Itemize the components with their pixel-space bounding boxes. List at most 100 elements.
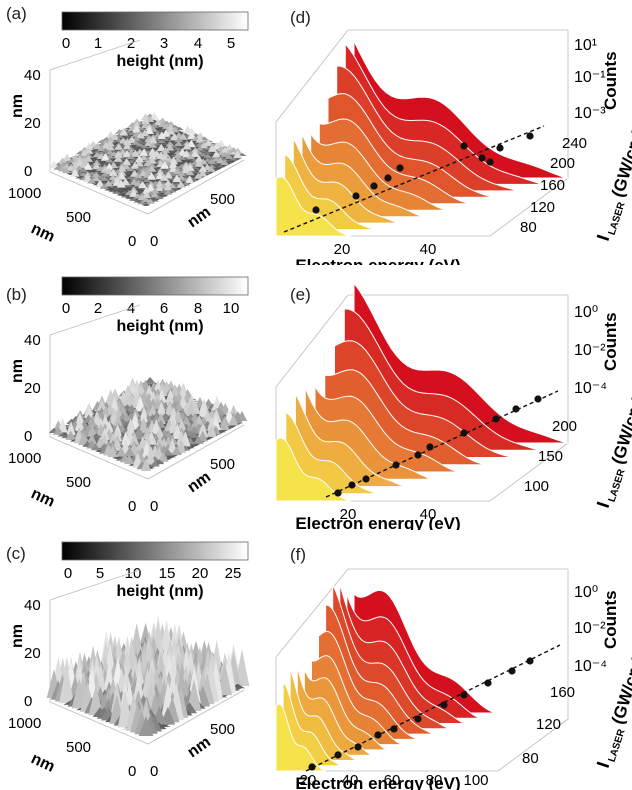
- axes-box: [49, 569, 245, 745]
- surface-spike: [124, 197, 134, 200]
- surface-spike: [148, 136, 158, 144]
- energy-axis-label: Electron energy (eV): [295, 514, 460, 530]
- counts-tick: 10⁻⁴: [574, 658, 607, 675]
- surface-spike: [99, 176, 110, 181]
- x-tick: 0: [128, 763, 136, 780]
- surface-spike: [186, 678, 202, 711]
- surface-spike: [163, 189, 173, 195]
- intensity-tick: 160: [550, 684, 575, 701]
- surface-spike: [189, 426, 200, 434]
- surface-spike: [113, 154, 123, 162]
- surface-spike: [126, 147, 137, 152]
- surface-spike: [77, 432, 89, 446]
- surface-spike: [131, 147, 141, 149]
- surface-spike: [122, 138, 133, 146]
- cutoff-marker: [374, 731, 382, 739]
- cutoff-marker: [534, 395, 542, 403]
- surface-spike: [144, 376, 156, 383]
- intensity-label: I: [593, 499, 614, 510]
- cutoff-marker: [486, 158, 494, 166]
- surface-spike: [129, 176, 140, 181]
- surface-spike: [70, 168, 80, 177]
- surface-spike: [84, 142, 94, 150]
- panel-label: (d): [290, 8, 311, 27]
- surface-spike: [220, 146, 230, 154]
- cutoff-marker: [352, 192, 360, 200]
- surface-spike: [169, 132, 180, 141]
- cutoff-marker: [496, 144, 504, 152]
- cutoff-marker: [312, 206, 320, 214]
- cutoff-marker: [348, 481, 356, 489]
- surface-spike: [122, 149, 132, 158]
- surface-spike: [190, 149, 200, 157]
- colorbar-ticks: 0 1 2 3 4 5: [62, 35, 235, 52]
- cutoff-marker: [440, 701, 448, 709]
- surface-spike: [173, 152, 183, 159]
- intensity-tick: 150: [538, 448, 563, 465]
- surface-spike: [187, 127, 197, 136]
- energy-tick: 40: [420, 241, 437, 258]
- surface-spike: [188, 445, 200, 446]
- intensity-sub: LASER: [607, 467, 628, 503]
- surface-spike: [146, 183, 156, 192]
- surface-spike: [144, 139, 154, 146]
- surface-spike: [166, 456, 178, 458]
- cutoff-line: [305, 644, 561, 772]
- x-axis-label: nm: [28, 750, 57, 776]
- cutoff-marker: [484, 679, 492, 687]
- surface-spike: [168, 156, 179, 165]
- z-tick: 20: [24, 645, 41, 662]
- surface-spike: [104, 158, 115, 163]
- surface-spike: [206, 423, 217, 437]
- surface-spike: [86, 432, 98, 445]
- panel-label: (b): [6, 285, 27, 304]
- surface-spike: [156, 143, 166, 152]
- cutoff-marker: [370, 182, 378, 190]
- spectrum-curve: [285, 411, 379, 495]
- surface-spike: [156, 139, 167, 144]
- surface-spike: [163, 183, 173, 191]
- surface-spike: [130, 161, 140, 169]
- energy-axis-label: Electron energy (eV): [295, 256, 460, 265]
- surface-spike: [176, 180, 186, 188]
- cutoff-marker: [308, 763, 316, 771]
- surface-spike: [129, 186, 139, 193]
- surface-spike: [165, 141, 175, 147]
- spectrum-panel-d: (d) Counts 10¹ 10⁻¹ 10⁻³ 240 200 160 120…: [268, 0, 632, 265]
- surface-spike: [57, 417, 68, 433]
- surface-spike: [143, 160, 153, 166]
- colorbar-tick: 25: [225, 565, 242, 582]
- surface-spike: [215, 165, 225, 168]
- surface-spike: [58, 157, 68, 164]
- cutoff-marker: [392, 461, 400, 469]
- surface-spike: [140, 458, 152, 471]
- surface-spike: [83, 152, 94, 158]
- surface-spike: [114, 143, 124, 150]
- counts-tick: 10⁻²: [574, 620, 606, 637]
- surface-spike: [197, 423, 209, 438]
- surface-spike: [135, 382, 147, 396]
- surface-spike: [86, 178, 97, 184]
- surface-spike: [185, 402, 197, 417]
- surface-spike: [141, 186, 152, 194]
- surface-spike: [91, 171, 101, 178]
- spectrum-panel-e: (e) Counts 10⁰ 10⁻² 10⁻⁴ 200 150 100 I L…: [268, 275, 632, 530]
- surface-spike: [145, 198, 156, 204]
- counts-label: Counts: [601, 51, 620, 110]
- axes-box: [49, 39, 245, 215]
- surface-spike: [189, 431, 200, 438]
- afm-panel-a: (a) 0 1 2 3 4 5 height (nm) nm 0 20 40 1…: [0, 0, 265, 260]
- surface-spike: [96, 151, 107, 155]
- surface-spike: [82, 173, 93, 182]
- surface-spike: [141, 205, 151, 206]
- surface-spike: [125, 176, 135, 180]
- surface-spike: [94, 436, 106, 448]
- surface-spike: [100, 163, 110, 165]
- surface-spike: [122, 142, 132, 150]
- surface-spike: [134, 395, 146, 412]
- surface-spike: [207, 144, 218, 152]
- energy-tick: 40: [420, 506, 437, 523]
- cutoff-marker: [460, 691, 468, 699]
- surface-spike: [112, 174, 122, 182]
- intensity-tick: 160: [540, 177, 565, 194]
